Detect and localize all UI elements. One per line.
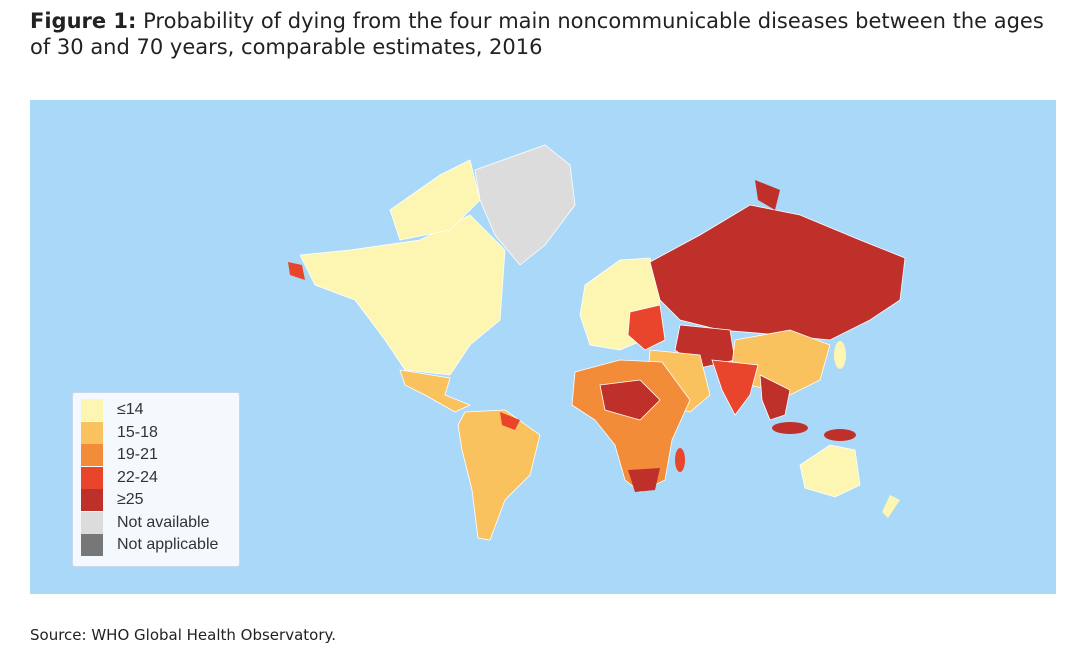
- legend-label: Not applicable: [117, 536, 219, 553]
- legend-item: ≥25: [81, 489, 144, 511]
- legend-item: 15-18: [81, 421, 158, 444]
- southern-africa: [628, 468, 660, 492]
- legend-label: 15-18: [117, 423, 158, 441]
- figure-title: Figure 1: Probability of dying from the …: [30, 8, 1050, 60]
- legend-label: Not available: [117, 513, 210, 531]
- legend: ≤14 15-18 19-21 22-24 ≥25 Not available Not ap…: [72, 392, 240, 567]
- russia: [649, 204, 906, 341]
- legend-swatch: [81, 489, 103, 511]
- source: Source: WHO Global Health Observatory.: [30, 626, 337, 644]
- greenland: [474, 144, 576, 266]
- eastern-europe: [627, 304, 666, 351]
- madagascar: [675, 448, 685, 472]
- legend-swatch: [81, 466, 103, 489]
- title-text: Probability of dying from the four main …: [30, 9, 1044, 59]
- legend-swatch: [81, 421, 103, 444]
- legend-swatch: [81, 511, 103, 534]
- south-america: [457, 409, 541, 541]
- legend-label: 22-24: [117, 468, 158, 486]
- guianas: [500, 412, 520, 430]
- legend-swatch: [81, 399, 103, 421]
- indonesia: [772, 422, 808, 434]
- legend-item: Not applicable: [81, 534, 218, 556]
- legend-swatch: [81, 534, 103, 556]
- legend-label: ≤14: [117, 401, 144, 418]
- figure-label: Figure 1:: [30, 9, 137, 33]
- new-zealand: [882, 495, 900, 518]
- legend-label: ≥25: [117, 491, 144, 508]
- legend-item: ≤14: [81, 399, 144, 421]
- legend-label: 19-21: [117, 446, 158, 463]
- legend-item: 19-21: [81, 444, 158, 466]
- north-america: [299, 214, 506, 376]
- new-guinea: [824, 429, 856, 441]
- southeast-asia: [759, 374, 791, 421]
- legend-swatch: [81, 444, 103, 466]
- west-africa: [599, 379, 661, 421]
- japan: [834, 341, 846, 369]
- alaska-islands: [288, 262, 305, 280]
- australia: [799, 444, 861, 498]
- central-america: [399, 369, 472, 413]
- legend-item: Not available: [81, 511, 210, 534]
- legend-item: 22-24: [81, 466, 158, 489]
- arctic-russia: [755, 180, 780, 210]
- south-asia: [711, 359, 759, 416]
